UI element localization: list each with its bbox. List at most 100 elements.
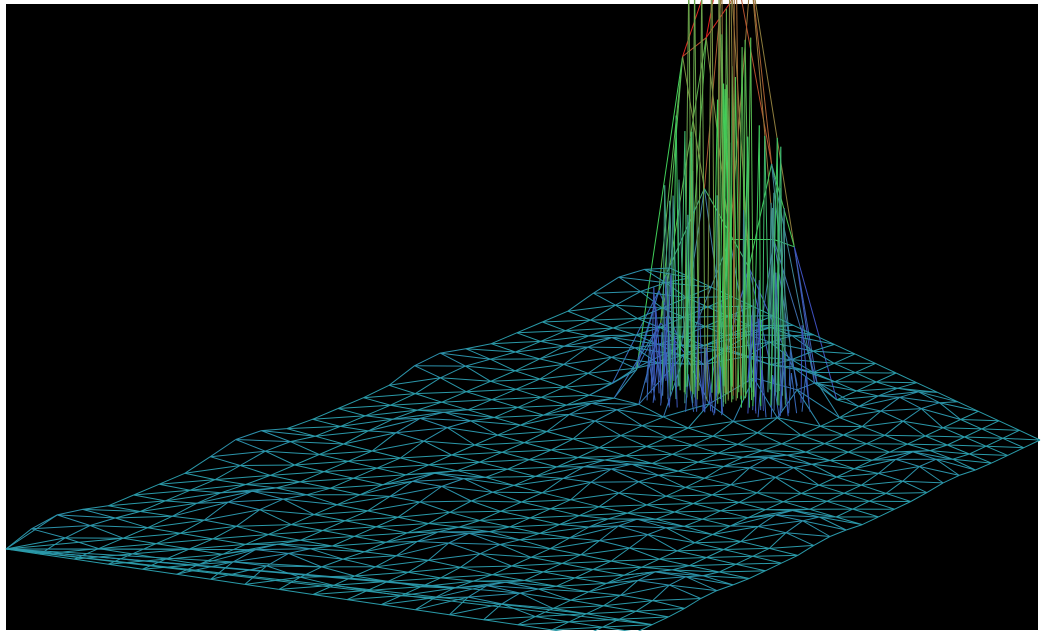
- mesh-diagonal: [862, 420, 904, 427]
- mesh-diagonal: [524, 577, 575, 581]
- mesh-edge: [441, 391, 467, 403]
- mesh-edge: [221, 484, 246, 494]
- mesh-edge: [594, 420, 622, 437]
- peak-spike: [671, 115, 677, 391]
- mesh-edge: [752, 555, 782, 564]
- mesh-diagonal: [569, 525, 619, 539]
- mesh-diagonal: [259, 509, 315, 516]
- mesh-edge: [468, 532, 501, 545]
- mesh-diagonal: [674, 510, 721, 513]
- mesh-diagonal: [244, 576, 301, 585]
- mesh-diagonal: [694, 541, 741, 544]
- mesh-edge: [323, 460, 349, 473]
- mesh-diagonal: [569, 409, 617, 415]
- mesh-edge: [800, 425, 821, 436]
- mesh-edge: [546, 431, 574, 440]
- mesh-edge: [486, 585, 521, 594]
- mesh-diagonal: [579, 512, 628, 517]
- mesh-diagonal: [466, 388, 516, 393]
- mesh-edge: [665, 525, 685, 529]
- mesh-edge: [702, 518, 731, 527]
- mesh-diagonal: [469, 532, 520, 541]
- mesh-edge: [500, 501, 522, 512]
- mesh-diagonal: [603, 600, 653, 607]
- mesh-edge: [171, 502, 197, 517]
- mesh-edge: [277, 539, 301, 545]
- mesh-edge: [423, 427, 448, 442]
- mesh-edge: [515, 378, 541, 390]
- peak-spike: [664, 185, 671, 396]
- mesh-edge: [520, 414, 544, 426]
- mesh-edge: [400, 440, 425, 459]
- peak-spike: [660, 353, 667, 406]
- mesh-edge: [637, 307, 663, 319]
- mesh-edge: [613, 397, 639, 405]
- mesh-diagonal: [858, 396, 900, 407]
- mesh-diagonal: [752, 554, 798, 557]
- mesh-edge: [688, 427, 714, 437]
- mesh-diagonal: [638, 481, 686, 488]
- mesh-edge: [539, 524, 560, 534]
- mesh-diagonal: [448, 542, 501, 545]
- mesh-edge: [894, 501, 912, 510]
- mesh-edge: [306, 494, 338, 506]
- mesh-edge: [939, 401, 958, 404]
- mesh-edge: [563, 346, 589, 365]
- mesh-edge: [960, 419, 982, 430]
- mesh-diagonal: [836, 472, 879, 478]
- mesh-diagonal: [590, 481, 639, 483]
- mesh-edge: [319, 454, 349, 462]
- mesh-edge: [929, 444, 948, 452]
- mesh-diagonal: [659, 557, 707, 560]
- mesh-edge: [380, 595, 402, 606]
- mesh-diagonal: [342, 555, 397, 560]
- mesh-edge: [389, 495, 420, 503]
- mesh-edge: [791, 350, 814, 361]
- mesh-diagonal: [693, 501, 739, 504]
- mesh-edge: [550, 508, 580, 517]
- mesh-edge: [252, 487, 277, 492]
- peak-spike: [675, 115, 681, 391]
- mesh-edge: [323, 471, 354, 479]
- mesh-edge: [463, 478, 493, 493]
- peak-spike: [662, 276, 667, 396]
- mesh-diagonal: [677, 549, 724, 552]
- mesh-edge: [685, 486, 713, 496]
- mesh-edge: [542, 310, 568, 323]
- mesh-edge: [519, 588, 539, 594]
- mesh-diagonal: [658, 474, 705, 479]
- mesh-diagonal: [935, 458, 976, 471]
- mesh-edge: [345, 520, 377, 528]
- mesh-edge: [775, 476, 802, 494]
- mesh-edge: [530, 556, 563, 564]
- mesh-edge: [519, 592, 554, 609]
- mesh-edge: [644, 267, 671, 270]
- mesh-diagonal: [611, 337, 659, 345]
- mesh-edge: [190, 479, 216, 491]
- mesh-edge: [266, 565, 301, 578]
- mesh-diagonal: [353, 474, 406, 479]
- mesh-edge: [387, 571, 409, 582]
- peak-spike: [698, 297, 704, 407]
- mesh-edge: [165, 500, 197, 504]
- mesh-edge: [449, 500, 472, 513]
- apex-fan-line: [5, 514, 58, 550]
- mesh-edge: [603, 594, 621, 607]
- mesh-diagonal: [468, 592, 521, 598]
- mesh-diagonal: [340, 418, 393, 427]
- mesh-edge: [428, 464, 458, 472]
- mesh-edge: [276, 487, 307, 496]
- mesh-edge: [785, 520, 803, 534]
- mesh-edge: [878, 508, 895, 518]
- mesh-edge: [604, 455, 626, 461]
- mesh-edge: [959, 469, 976, 476]
- mesh-edge: [485, 476, 515, 486]
- mesh-diagonal: [969, 453, 1008, 456]
- mesh-diagonal: [754, 0, 795, 247]
- mesh-edge: [365, 415, 393, 420]
- mesh-edge: [869, 492, 887, 502]
- mesh-edge: [611, 347, 636, 358]
- mesh-edge: [572, 438, 600, 449]
- mesh-edge: [159, 483, 191, 491]
- mesh-edge: [123, 527, 148, 539]
